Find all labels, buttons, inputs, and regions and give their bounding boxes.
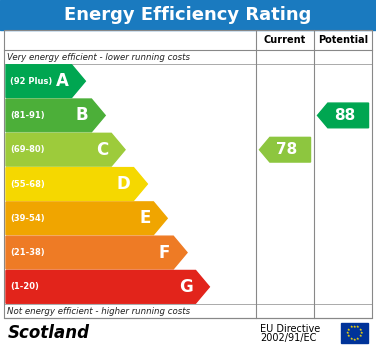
Text: ★: ★ — [353, 324, 356, 329]
Text: ★: ★ — [359, 331, 363, 335]
Text: (92 Plus): (92 Plus) — [10, 77, 52, 86]
Text: (21-38): (21-38) — [10, 248, 45, 257]
Text: 88: 88 — [334, 108, 356, 123]
Text: ★: ★ — [353, 338, 356, 341]
Text: F: F — [159, 244, 170, 262]
Text: E: E — [139, 209, 150, 227]
Text: C: C — [96, 141, 108, 159]
Text: A: A — [56, 72, 68, 90]
Polygon shape — [6, 168, 147, 200]
Bar — [341, 323, 368, 343]
Polygon shape — [317, 103, 368, 128]
Text: (1-20): (1-20) — [10, 282, 39, 291]
Text: (69-80): (69-80) — [10, 145, 44, 154]
Polygon shape — [6, 99, 105, 132]
Text: (55-68): (55-68) — [10, 180, 45, 189]
Text: ★: ★ — [358, 328, 362, 332]
Text: (81-91): (81-91) — [10, 111, 45, 120]
Text: ★: ★ — [356, 325, 359, 329]
Text: ★: ★ — [347, 334, 351, 338]
Text: 78: 78 — [276, 142, 298, 157]
Text: ★: ★ — [350, 337, 353, 341]
Text: Very energy efficient - lower running costs: Very energy efficient - lower running co… — [7, 53, 190, 62]
Polygon shape — [6, 202, 167, 235]
Text: 2002/91/EC: 2002/91/EC — [260, 333, 316, 343]
Text: Potential: Potential — [318, 35, 368, 45]
Text: ★: ★ — [347, 328, 351, 332]
Polygon shape — [6, 236, 187, 269]
Text: ★: ★ — [358, 334, 362, 338]
Polygon shape — [6, 133, 125, 166]
Polygon shape — [6, 270, 209, 303]
Bar — [4, 30, 372, 318]
Text: G: G — [179, 278, 193, 296]
Text: EU Directive: EU Directive — [260, 324, 320, 334]
Text: Current: Current — [264, 35, 306, 45]
Text: ★: ★ — [350, 325, 353, 329]
Text: (39-54): (39-54) — [10, 214, 45, 223]
Text: Scotland: Scotland — [8, 324, 90, 342]
Text: Not energy efficient - higher running costs: Not energy efficient - higher running co… — [7, 307, 190, 316]
Bar — [0, 0, 376, 30]
Text: B: B — [76, 106, 88, 125]
Text: ★: ★ — [346, 331, 350, 335]
Text: D: D — [117, 175, 130, 193]
Text: Energy Efficiency Rating: Energy Efficiency Rating — [64, 6, 312, 24]
Polygon shape — [6, 65, 85, 97]
Polygon shape — [259, 137, 311, 162]
Text: ★: ★ — [356, 337, 359, 341]
